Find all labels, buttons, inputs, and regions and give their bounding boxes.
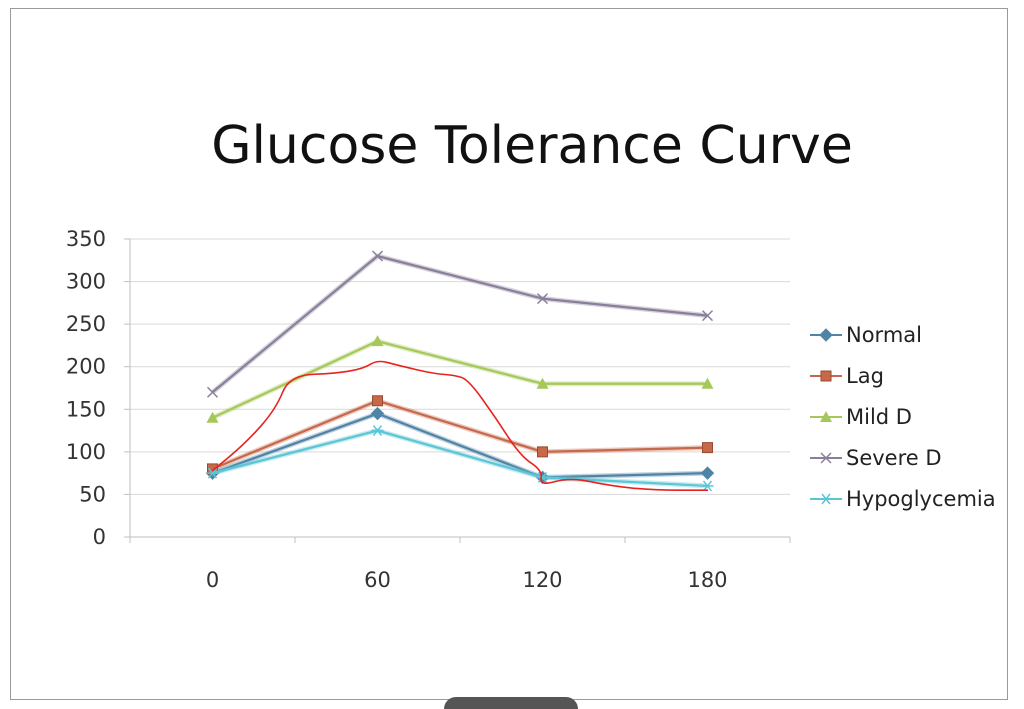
data-point [206,386,219,398]
series-mild-d [206,335,714,423]
x-tick-label: 120 [522,568,562,592]
legend-swatch [810,451,842,464]
data-point-stroke [536,293,549,305]
x-tick-label: 180 [687,568,727,592]
data-point-stroke [537,471,548,483]
y-tick-label: 100 [66,440,106,464]
x-tick-label: 60 [364,568,391,592]
legend-label: Severe D [846,445,942,470]
legend-label: Normal [846,322,922,347]
data-point [701,480,714,492]
series-line [212,340,708,419]
series-line [212,429,708,488]
data-point [701,310,714,322]
legend-item: Normal [808,314,996,355]
data-point-stroke [206,386,219,398]
legend-item: Severe D [808,437,996,478]
legend-swatch [810,327,842,342]
legend: Normal Lag Mild D Severe D Hypoglycemia [808,314,996,519]
y-tick-label: 200 [66,355,106,379]
x-tick-label: 0 [206,568,219,592]
data-point [536,377,549,389]
x-tick-labels: 0 60 120 180 [206,568,728,592]
hand-drawn-annotation [211,360,709,491]
y-tick-label: 300 [66,270,106,294]
data-point [372,395,383,407]
series-line [212,399,708,470]
data-point [702,442,713,454]
series-lag [207,395,713,475]
data-point-stroke [702,480,713,492]
data-point [536,471,549,483]
data-point-stroke [701,310,714,322]
series-line-glow [211,338,708,421]
data-point [700,466,715,480]
data-point [820,451,832,464]
data-point-stroke [821,493,831,504]
y-tick-label: 0 [93,525,106,549]
legend-swatch [810,370,842,381]
gridlines [130,238,790,495]
series-lines [205,250,715,492]
data-point [206,411,219,423]
legend-label: Mild D [846,404,912,429]
data-point-stroke [207,467,218,479]
data-point [206,467,219,479]
axes [124,238,791,543]
series-line-glow [211,398,708,472]
legend-label: Hypoglycemia [846,486,996,511]
data-point [536,293,549,305]
slide-controls-pill[interactable] [444,697,578,709]
legend-swatch [810,410,842,422]
y-tick-labels: 0 50 100 150 200 250 300 350 [66,227,106,549]
annotation-layer [211,360,709,491]
y-tick-label: 250 [66,312,106,336]
data-point [370,406,385,421]
data-point [820,370,832,381]
data-point-stroke [372,425,383,437]
slide-frame [10,8,1008,700]
legend-swatch [810,493,842,504]
y-tick-label: 150 [66,397,106,421]
series-severe-d [206,250,714,398]
data-point [701,377,714,389]
data-point-stroke [820,451,832,464]
data-point [820,410,832,422]
series-line [211,254,708,394]
legend-item: Mild D [808,396,996,437]
y-tick-label: 50 [79,482,106,506]
series-line [212,412,708,479]
data-point [537,446,548,458]
data-point-stroke [371,250,384,262]
data-point [820,493,832,504]
legend-label: Lag [846,363,884,388]
data-point [371,425,384,437]
chart-title: Glucose Tolerance Curve [211,116,853,176]
series-hypoglycemia [206,425,714,492]
legend-item: Hypoglycemia [808,478,996,519]
y-tick-label: 350 [66,227,106,251]
series-normal [205,406,715,485]
data-point [819,327,833,342]
legend-item: Lag [808,355,996,396]
data-point [371,250,384,262]
data-point [371,335,384,347]
